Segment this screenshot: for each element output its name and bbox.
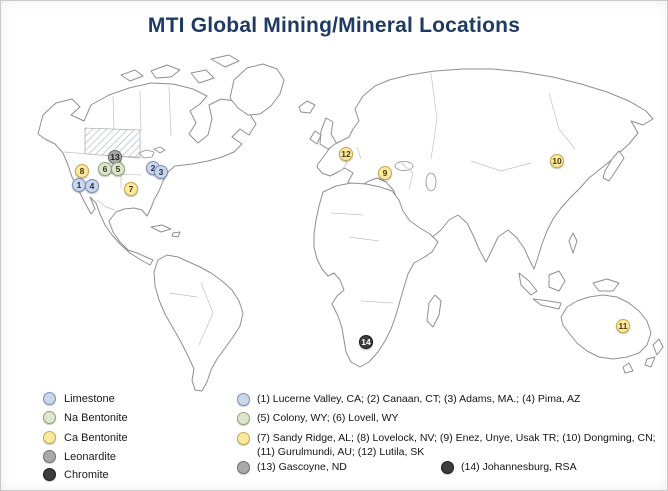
map-marker-7: 7 bbox=[124, 182, 138, 196]
island-great-britain bbox=[319, 117, 338, 150]
map-marker-9: 9 bbox=[378, 166, 392, 180]
landmasses bbox=[37, 54, 664, 392]
map-marker-1: 1 bbox=[72, 178, 86, 192]
great-lakes bbox=[138, 149, 155, 159]
continent-eurasia bbox=[316, 68, 654, 270]
island-hispaniola bbox=[171, 231, 181, 238]
map-marker-10: 10 bbox=[550, 154, 564, 168]
limestone-swatch bbox=[237, 393, 250, 406]
island-madagascar bbox=[426, 294, 442, 328]
location-text: (1) Lucerne Valley, CA; (2) Canaan, CT; … bbox=[257, 393, 581, 405]
location-text: (5) Colony, WY; (6) Lovell, WY bbox=[257, 412, 399, 424]
continent-south-america bbox=[153, 254, 244, 392]
continent-arctic-islands bbox=[210, 54, 240, 68]
legend-item-chromite: Chromite bbox=[43, 468, 109, 481]
continent-arctic-islands bbox=[150, 64, 181, 79]
island-new-zealand bbox=[644, 356, 656, 368]
na-bentonite-swatch bbox=[237, 412, 250, 425]
continent-greenland bbox=[229, 63, 285, 116]
country-borders bbox=[63, 72, 576, 346]
legend-item-ca-bentonite: Ca Bentonite bbox=[43, 431, 128, 444]
ca-bentonite-swatch bbox=[43, 431, 56, 444]
island-tasmania bbox=[622, 362, 634, 374]
island-cuba bbox=[150, 224, 172, 233]
location-text: (14) Johannesburg, RSA bbox=[461, 461, 577, 473]
leonardite-swatch bbox=[237, 461, 250, 474]
island-iceland bbox=[298, 100, 316, 114]
continent-africa bbox=[313, 182, 439, 368]
island-new-zealand bbox=[652, 338, 664, 356]
island-ireland bbox=[309, 130, 322, 145]
legend-label: Leonardite bbox=[64, 450, 116, 463]
map-marker-6: 6 bbox=[98, 162, 112, 176]
continent-arctic-islands bbox=[190, 69, 215, 84]
ca-bentonite-swatch bbox=[237, 432, 250, 445]
island-java bbox=[532, 298, 562, 310]
continent-australia bbox=[560, 294, 652, 360]
location-entry-1: (1) Lucerne Valley, CA; (2) Canaan, CT; … bbox=[237, 393, 580, 407]
map-marker-12: 12 bbox=[339, 147, 353, 161]
black-sea bbox=[394, 161, 414, 171]
continent-north-america bbox=[37, 82, 257, 266]
legend-label: Limestone bbox=[64, 392, 115, 405]
island-philippines bbox=[568, 232, 578, 254]
location-text: (13) Gascoyne, ND bbox=[257, 461, 347, 473]
location-text: (7) Sandy Ridge, AL; (8) Lovelock, NV; (… bbox=[257, 432, 656, 458]
location-entry-2: (5) Colony, WY; (6) Lovell, WY bbox=[237, 412, 399, 426]
limestone-swatch bbox=[43, 392, 56, 405]
legend-label: Ca Bentonite bbox=[64, 431, 128, 444]
page-title: MTI Global Mining/Mineral Locations bbox=[147, 14, 521, 37]
na-bentonite-swatch bbox=[43, 411, 56, 424]
continent-arctic-islands bbox=[120, 69, 144, 82]
chromite-swatch bbox=[441, 461, 454, 474]
great-lakes bbox=[153, 146, 166, 154]
location-entry-5: (14) Johannesburg, RSA bbox=[441, 461, 577, 475]
island-new-guinea bbox=[592, 278, 620, 292]
island-japan bbox=[602, 150, 625, 182]
location-entry-4: (13) Gascoyne, ND bbox=[237, 461, 347, 475]
island-borneo bbox=[548, 270, 566, 292]
island-sumatra bbox=[518, 272, 538, 296]
map-marker-5: 5 bbox=[111, 162, 125, 176]
map-marker-4: 4 bbox=[85, 179, 99, 193]
map-marker-14: 14 bbox=[359, 335, 373, 349]
inland-waters bbox=[138, 146, 437, 192]
map-marker-11: 11 bbox=[616, 319, 630, 333]
legend-item-leonardite: Leonardite bbox=[43, 450, 116, 463]
map-marker-3: 3 bbox=[154, 165, 168, 179]
location-entry-3: (7) Sandy Ridge, AL; (8) Lovelock, NV; (… bbox=[237, 432, 656, 459]
legend-item-limestone: Limestone bbox=[43, 392, 115, 405]
hatched-region bbox=[84, 127, 141, 159]
legend-label: Chromite bbox=[64, 468, 109, 481]
leonardite-swatch bbox=[43, 450, 56, 463]
legend-label: Na Bentonite bbox=[64, 411, 128, 424]
chromite-swatch bbox=[43, 468, 56, 481]
caspian-sea bbox=[425, 172, 437, 192]
legend-item-na-bentonite: Na Bentonite bbox=[43, 411, 128, 424]
map-marker-8: 8 bbox=[75, 164, 89, 178]
